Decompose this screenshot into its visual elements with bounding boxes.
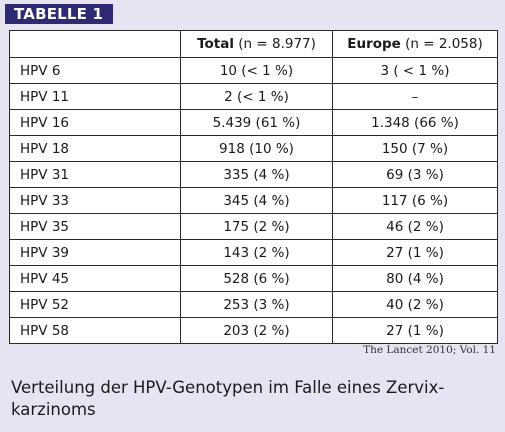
- genotype-cell: HPV 33: [9, 187, 181, 214]
- genotype-cell: HPV 16: [9, 109, 181, 136]
- total-cell: 175 (2 %): [180, 213, 333, 240]
- total-cell: 345 (4 %): [180, 187, 333, 214]
- europe-cell: 150 (7 %): [332, 135, 498, 162]
- genotype-cell: HPV 52: [9, 291, 181, 318]
- table-body: HPV 6 10 (< 1 %) 3 ( < 1 %) HPV 11 2 (< 1 %)…: [9, 57, 498, 344]
- total-cell: 2 (< 1 %): [180, 83, 333, 110]
- table-badge: TABELLE 1: [5, 4, 114, 24]
- europe-cell: –: [332, 83, 498, 110]
- europe-cell: 80 (4 %): [332, 265, 498, 292]
- source-citation: The Lancet 2010; Vol. 11: [363, 344, 496, 356]
- header-europe-bold: Europe: [347, 36, 401, 52]
- table-header-row: Total (n = 8.977) Europe (n = 2.058): [9, 30, 498, 58]
- header-corner: [9, 30, 181, 58]
- table-row: HPV 31 335 (4 %) 69 (3 %): [9, 161, 498, 188]
- europe-cell: 40 (2 %): [332, 291, 498, 318]
- table-row: HPV 39 143 (2 %) 27 (1 %): [9, 239, 498, 266]
- europe-cell: 1.348 (66 %): [332, 109, 498, 136]
- europe-cell: 46 (2 %): [332, 213, 498, 240]
- table-row: HPV 35 175 (2 %) 46 (2 %): [9, 213, 498, 240]
- header-europe-count: (n = 2.058): [400, 36, 483, 52]
- hpv-table: Total (n = 8.977) Europe (n = 2.058) HPV…: [9, 30, 498, 344]
- total-cell: 10 (< 1 %): [180, 57, 333, 84]
- europe-cell: 27 (1 %): [332, 317, 498, 344]
- genotype-cell: HPV 31: [9, 161, 181, 188]
- total-cell: 918 (10 %): [180, 135, 333, 162]
- genotype-cell: HPV 18: [9, 135, 181, 162]
- total-cell: 5.439 (61 %): [180, 109, 333, 136]
- europe-cell: 27 (1 %): [332, 239, 498, 266]
- europe-cell: 69 (3 %): [332, 161, 498, 188]
- total-cell: 143 (2 %): [180, 239, 333, 266]
- genotype-cell: HPV 39: [9, 239, 181, 266]
- header-total-count: (n = 8.977): [233, 36, 316, 52]
- genotype-cell: HPV 35: [9, 213, 181, 240]
- table-row: HPV 6 10 (< 1 %) 3 ( < 1 %): [9, 57, 498, 84]
- table-caption: Verteilung der HPV-Genotypen im Falle ei…: [11, 378, 445, 419]
- genotype-cell: HPV 45: [9, 265, 181, 292]
- table-row: HPV 33 345 (4 %) 117 (6 %): [9, 187, 498, 214]
- total-cell: 335 (4 %): [180, 161, 333, 188]
- table-row: HPV 16 5.439 (61 %) 1.348 (66 %): [9, 109, 498, 136]
- total-cell: 528 (6 %): [180, 265, 333, 292]
- table-row: HPV 52 253 (3 %) 40 (2 %): [9, 291, 498, 318]
- genotype-cell: HPV 11: [9, 83, 181, 110]
- table-row: HPV 58 203 (2 %) 27 (1 %): [9, 317, 498, 344]
- genotype-cell: HPV 6: [9, 57, 181, 84]
- header-europe: Europe (n = 2.058): [332, 30, 498, 58]
- table-row: HPV 11 2 (< 1 %) –: [9, 83, 498, 110]
- total-cell: 203 (2 %): [180, 317, 333, 344]
- genotype-cell: HPV 58: [9, 317, 181, 344]
- total-cell: 253 (3 %): [180, 291, 333, 318]
- europe-cell: 117 (6 %): [332, 187, 498, 214]
- header-total: Total (n = 8.977): [180, 30, 333, 58]
- europe-cell: 3 ( < 1 %): [332, 57, 498, 84]
- table-row: HPV 18 918 (10 %) 150 (7 %): [9, 135, 498, 162]
- header-total-bold: Total: [197, 36, 234, 52]
- table-row: HPV 45 528 (6 %) 80 (4 %): [9, 265, 498, 292]
